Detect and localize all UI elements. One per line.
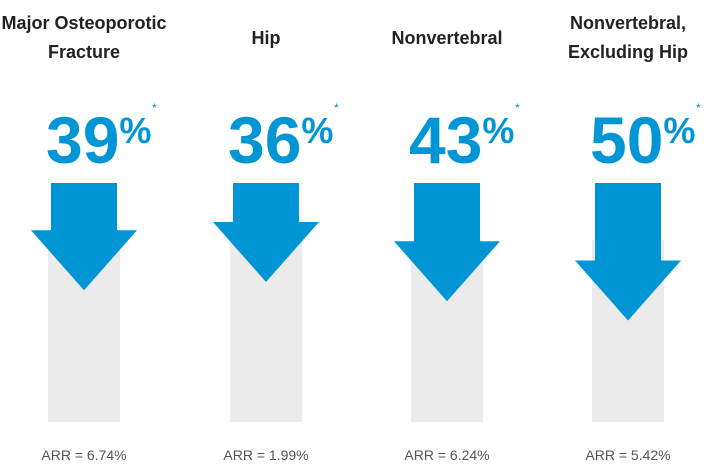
value-label: 50% xyxy=(590,103,695,177)
arrow xyxy=(31,183,137,291)
category-label: Hip xyxy=(251,27,281,48)
category-label: Major Osteoporotic Fracture xyxy=(1,13,167,62)
value-label: 39% xyxy=(46,103,151,177)
value-label: 43% xyxy=(409,103,514,177)
category-label: Nonvertebral xyxy=(391,27,503,48)
footnote-marker: * xyxy=(696,101,701,115)
category-label: Nonvertebral, Excluding Hip xyxy=(567,13,688,62)
arrow xyxy=(213,183,319,282)
annotation: ARR = 5.42% xyxy=(585,447,670,463)
annotation: ARR = 6.74% xyxy=(41,447,126,463)
footnote-marker: * xyxy=(334,101,339,115)
annotation: ARR = 6.24% xyxy=(404,447,489,463)
footnote-marker: * xyxy=(152,101,157,115)
arrow xyxy=(575,183,681,321)
annotation: ARR = 1.99% xyxy=(223,447,308,463)
value-label: 36% xyxy=(228,103,333,177)
footnote-marker: * xyxy=(515,101,520,115)
arrow xyxy=(394,183,500,302)
